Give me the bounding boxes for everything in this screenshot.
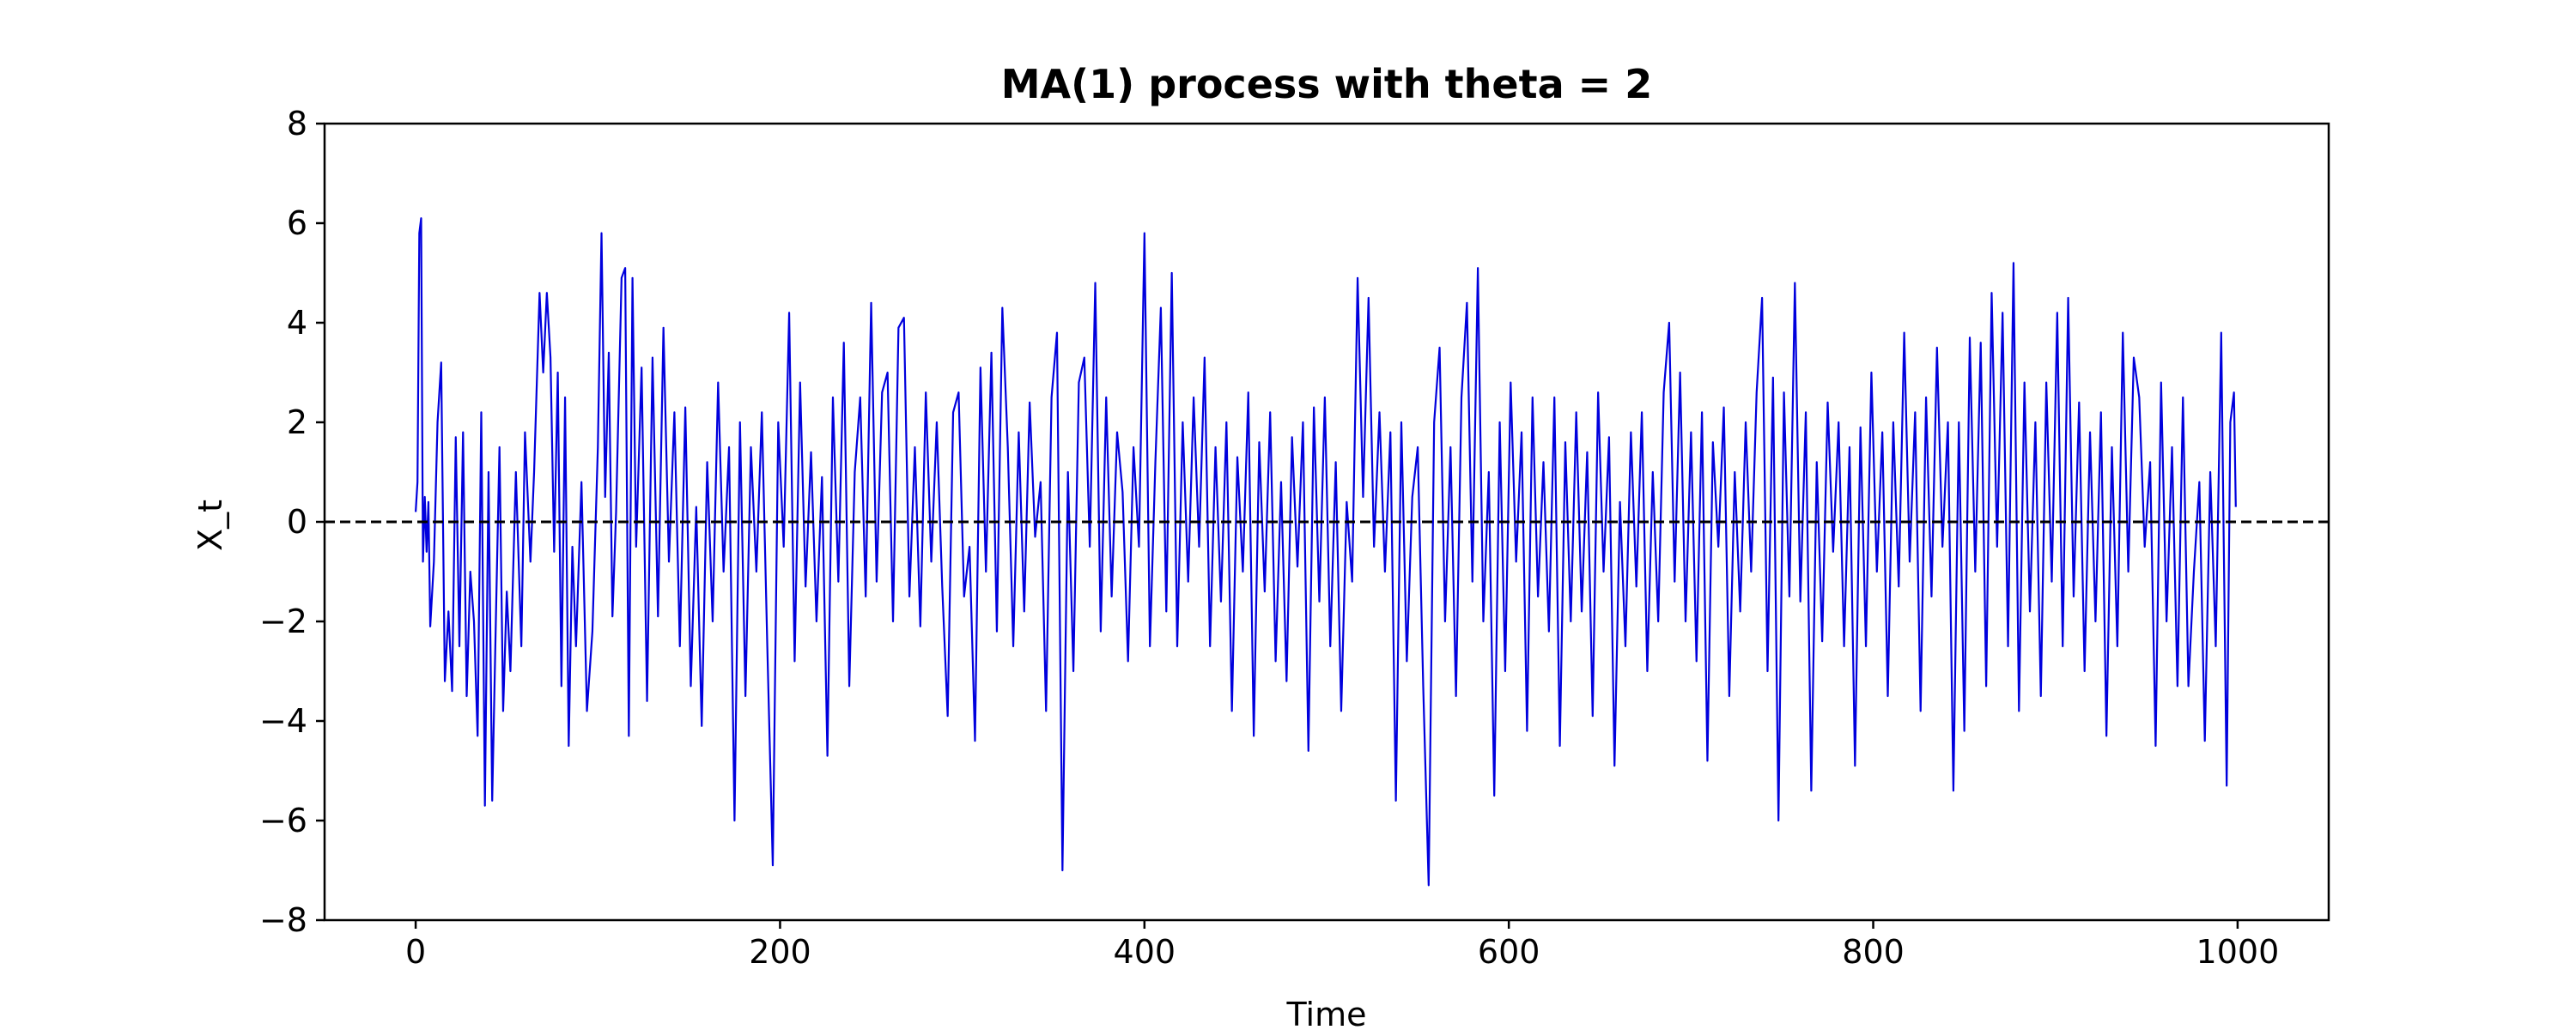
y-tick-label: −8 (259, 901, 307, 939)
x-tick-label: 800 (1842, 933, 1905, 971)
x-tick-label: 1000 (2196, 933, 2280, 971)
x-tick-label: 0 (405, 933, 426, 971)
y-tick-label: 4 (287, 304, 307, 342)
x-axis: 0 200 400 600 800 1000 (405, 920, 2279, 971)
y-tick-label: 6 (287, 204, 307, 242)
y-tick-label: 0 (287, 503, 307, 541)
y-axis: −8 −6 −4 −2 0 2 4 6 8 (259, 105, 325, 939)
y-tick-label: −2 (259, 603, 307, 640)
y-tick-label: 8 (287, 105, 307, 142)
y-tick-label: 2 (287, 403, 307, 441)
y-tick-label: −6 (259, 802, 307, 839)
chart-title: MA(1) process with theta = 2 (1001, 61, 1652, 107)
x-tick-label: 400 (1114, 933, 1176, 971)
x-tick-label: 200 (749, 933, 811, 971)
y-axis-label: X_t (191, 500, 229, 551)
x-tick-label: 600 (1478, 933, 1540, 971)
series-line-0 (414, 217, 2237, 887)
x-axis-label: Time (1286, 996, 1367, 1030)
y-tick-label: −4 (259, 702, 307, 740)
